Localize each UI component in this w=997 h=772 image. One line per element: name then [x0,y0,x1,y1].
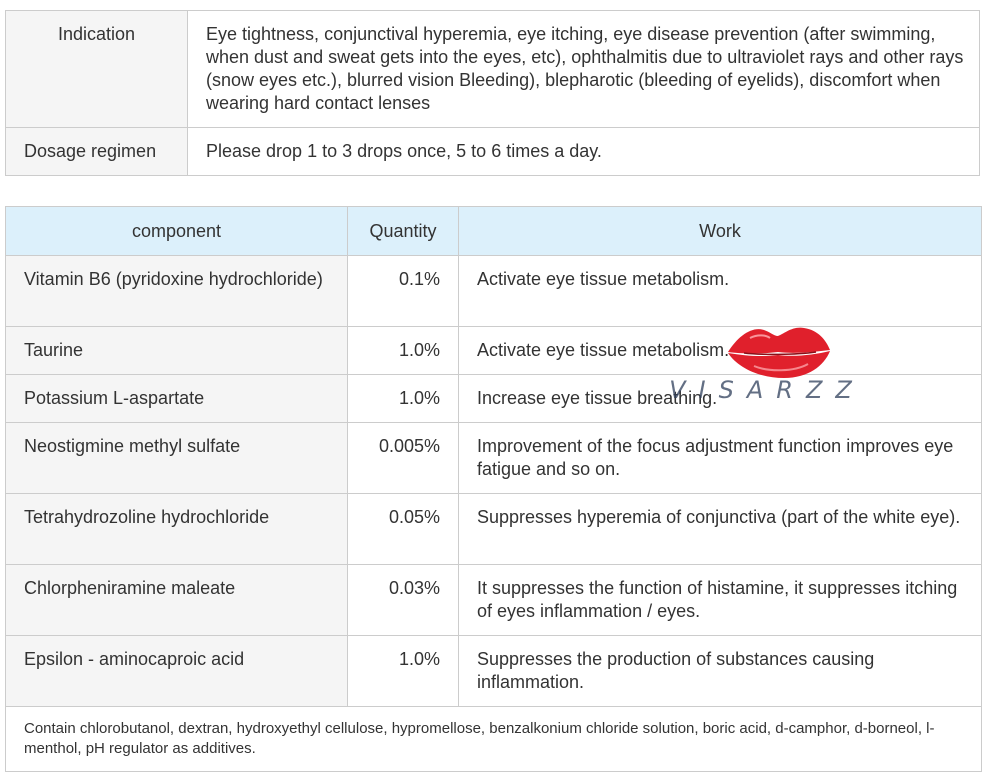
component-quantity: 1.0% [347,374,459,423]
table-row: Epsilon - aminocaproic acid 1.0% Suppres… [5,635,982,707]
table-row: Potassium L-aspartate 1.0% Increase eye … [5,374,982,423]
component-work: Suppresses the production of substances … [458,635,982,707]
indication-label: Indication [5,10,188,128]
component-work: Activate eye tissue metabolism. [458,326,982,375]
component-work: It suppresses the function of histamine,… [458,564,982,636]
component-quantity: 1.0% [347,326,459,375]
indication-row: Indication Eye tightness, conjunctival h… [5,10,980,128]
component-quantity: 1.0% [347,635,459,707]
table-row: Vitamin B6 (pyridoxine hydrochloride) 0.… [5,255,982,327]
dosage-row: Dosage regimen Please drop 1 to 3 drops … [5,127,980,176]
header-component: component [5,206,348,256]
component-quantity: 0.005% [347,422,459,494]
component-quantity: 0.05% [347,493,459,565]
component-name: Taurine [5,326,348,375]
indication-value: Eye tightness, conjunctival hyperemia, e… [187,10,980,128]
table-row: Tetrahydrozoline hydrochloride 0.05% Sup… [5,493,982,565]
dosage-value: Please drop 1 to 3 drops once, 5 to 6 ti… [187,127,980,176]
component-name: Chlorpheniramine maleate [5,564,348,636]
components-table: component Quantity Work Vitamin B6 (pyri… [5,206,982,772]
product-info-table: Indication Eye tightness, conjunctival h… [5,10,980,176]
table-row: Taurine 1.0% Activate eye tissue metabol… [5,326,982,375]
component-name: Neostigmine methyl sulfate [5,422,348,494]
component-name: Tetrahydrozoline hydrochloride [5,493,348,565]
table-row: Neostigmine methyl sulfate 0.005% Improv… [5,422,982,494]
components-header-row: component Quantity Work [5,206,982,256]
additives-footnote: Contain chlorobutanol, dextran, hydroxye… [5,706,982,772]
component-quantity: 0.03% [347,564,459,636]
component-work: Improvement of the focus adjustment func… [458,422,982,494]
component-work: Suppresses hyperemia of conjunctiva (par… [458,493,982,565]
component-name: Vitamin B6 (pyridoxine hydrochloride) [5,255,348,327]
footnote-row: Contain chlorobutanol, dextran, hydroxye… [5,706,982,772]
header-work: Work [458,206,982,256]
table-row: Chlorpheniramine maleate 0.03% It suppre… [5,564,982,636]
dosage-label: Dosage regimen [5,127,188,176]
component-name: Epsilon - aminocaproic acid [5,635,348,707]
component-name: Potassium L-aspartate [5,374,348,423]
component-work: Activate eye tissue metabolism. [458,255,982,327]
header-quantity: Quantity [347,206,459,256]
component-work: Increase eye tissue breathing. [458,374,982,423]
component-quantity: 0.1% [347,255,459,327]
